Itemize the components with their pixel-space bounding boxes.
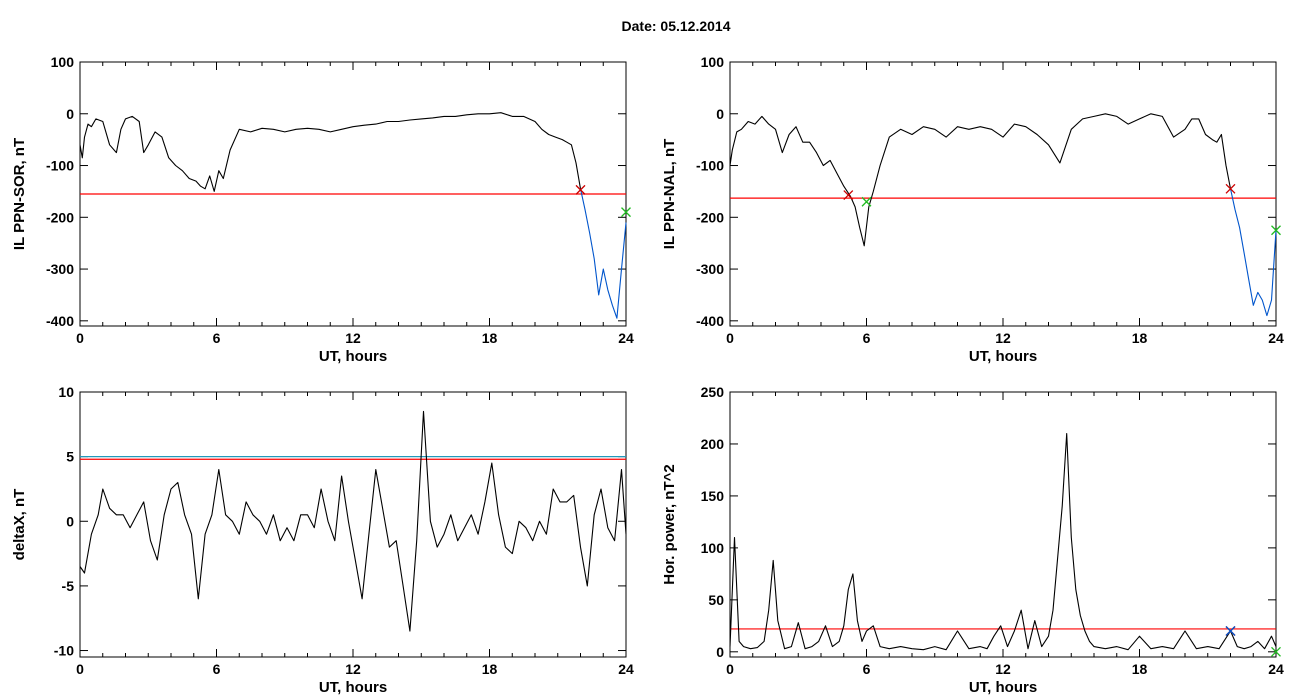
series-line-highlight <box>579 188 627 319</box>
x-tick-label: 0 <box>726 661 734 677</box>
y-axis-title: deltaX, nT <box>11 489 28 561</box>
x-tick-label: 6 <box>863 661 871 677</box>
cross-marker <box>843 190 854 200</box>
cross-marker-stroke <box>1225 183 1236 194</box>
x-axis-title: UT, hours <box>969 679 1037 696</box>
x-tick-label: 24 <box>618 330 634 346</box>
cross-marker <box>1271 225 1281 236</box>
y-tick-label: -100 <box>696 158 724 174</box>
cross-marker-stroke <box>1225 626 1236 636</box>
series-line <box>729 113 1232 247</box>
cross-marker-stroke <box>575 184 586 195</box>
y-tick-label: 50 <box>708 592 724 608</box>
x-axis-title: UT, hours <box>319 679 387 696</box>
x-tick-label: 6 <box>213 330 221 346</box>
x-tick-label: 24 <box>1268 330 1284 346</box>
x-tick-label: 12 <box>345 330 361 346</box>
y-tick-label: -400 <box>696 313 724 329</box>
series-line-highlight <box>1229 188 1277 317</box>
y-tick-label: 250 <box>701 384 725 400</box>
plot-frame <box>729 391 1277 658</box>
y-tick-label: -400 <box>46 313 74 329</box>
y-tick-label: 0 <box>66 513 74 529</box>
x-tick-label: 24 <box>1268 661 1284 677</box>
chart-panel-deltax: 0 6 12 18 24 -10 -5 0 5 10 UT, hours deltaX, nT <box>11 384 634 696</box>
x-tick-label: 6 <box>213 661 221 677</box>
plot-frame <box>729 61 1277 327</box>
y-tick-label: 0 <box>66 106 74 122</box>
x-tick-label: 12 <box>995 330 1011 346</box>
cross-marker <box>621 207 631 218</box>
cross-marker <box>861 196 872 207</box>
cross-marker-stroke <box>843 190 854 200</box>
x-tick-label: 18 <box>482 330 498 346</box>
y-tick-label: 0 <box>716 644 724 660</box>
y-tick-label: 5 <box>66 449 74 465</box>
chart-panel-nal: 0 6 12 18 24 -400 -300 -200 -100 0 100 UT, hours IL … <box>661 54 1284 365</box>
cross-marker <box>1225 183 1236 194</box>
x-tick-label: 6 <box>863 330 871 346</box>
x-tick-label: 12 <box>345 661 361 677</box>
y-tick-label: 10 <box>58 384 74 400</box>
series-line <box>79 410 627 632</box>
y-tick-label: 150 <box>701 488 725 504</box>
y-axis-title: IL PPN-SOR, nT <box>11 138 28 250</box>
y-tick-label: -100 <box>46 158 74 174</box>
cross-marker-stroke <box>861 196 872 207</box>
y-axis-title: IL PPN-NAL, nT <box>661 139 678 250</box>
chart-panel-power: 0 6 12 18 24 0 50 100 150 200 250 UT, hours Hor. pow… <box>661 384 1284 696</box>
y-tick-label: -10 <box>54 643 74 659</box>
y-tick-label: -200 <box>46 209 74 225</box>
x-tick-label: 0 <box>76 330 84 346</box>
cross-marker <box>575 184 586 195</box>
x-tick-label: 0 <box>76 661 84 677</box>
x-tick-label: 12 <box>995 661 1011 677</box>
plot-frame <box>79 391 627 658</box>
cross-marker-stroke <box>1271 225 1281 236</box>
chart-panel-sor: 0 6 12 18 24 -400 -300 -200 -100 0 100 UT, hours IL … <box>11 54 634 365</box>
cross-marker-stroke <box>621 207 631 218</box>
y-tick-label: -200 <box>696 209 724 225</box>
x-tick-label: 24 <box>618 661 634 677</box>
y-axis-title: Hor. power, nT^2 <box>661 464 678 584</box>
y-tick-label: 100 <box>701 54 725 70</box>
x-tick-label: 0 <box>726 330 734 346</box>
y-tick-label: 0 <box>716 106 724 122</box>
x-axis-title: UT, hours <box>969 348 1037 365</box>
y-tick-label: 200 <box>701 436 725 452</box>
cross-marker <box>1271 646 1281 657</box>
y-tick-label: -5 <box>62 578 75 594</box>
page-title: Date: 05.12.2014 <box>621 18 731 34</box>
series-line <box>79 112 582 192</box>
x-tick-label: 18 <box>1132 661 1148 677</box>
y-tick-label: 100 <box>51 54 75 70</box>
x-axis-title: UT, hours <box>319 348 387 365</box>
y-tick-label: -300 <box>46 261 74 277</box>
cross-marker-stroke <box>1271 646 1281 657</box>
series-line <box>729 433 1277 651</box>
x-tick-label: 18 <box>482 661 498 677</box>
y-tick-label: 100 <box>701 540 725 556</box>
cross-marker <box>1225 626 1236 636</box>
y-tick-label: -300 <box>696 261 724 277</box>
x-tick-label: 18 <box>1132 330 1148 346</box>
